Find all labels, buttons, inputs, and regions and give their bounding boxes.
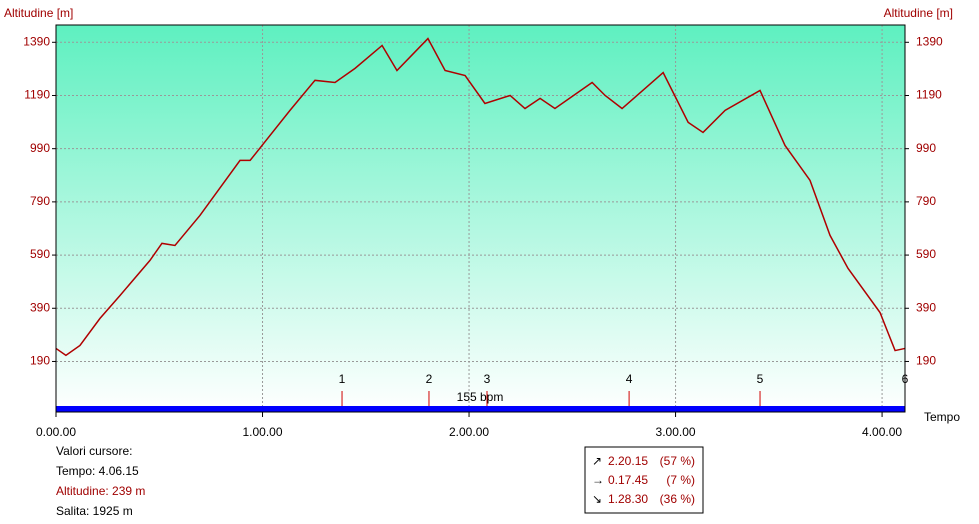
summary-time: 0.17.45 xyxy=(608,473,648,487)
summary-icon: ↗ xyxy=(592,454,602,468)
summary-icon: ↘ xyxy=(592,492,602,506)
x-tick-label: 0.00.00 xyxy=(36,425,76,439)
plot-border xyxy=(55,24,906,413)
cursor-title: Valori cursore: xyxy=(56,444,132,458)
x-tick-label: 2.00.00 xyxy=(449,425,489,439)
y-tick-label: 190 xyxy=(30,354,50,368)
y-tick-label: 1390 xyxy=(23,34,50,48)
y2-tick-label: 1190 xyxy=(916,88,942,102)
cursor-line: Salita: 1925 m xyxy=(56,504,133,518)
summary-time: 2.20.15 xyxy=(608,454,648,468)
summary-box xyxy=(584,446,704,514)
plot-area xyxy=(56,25,905,412)
y2-axis-title: Altitudine [m] xyxy=(884,6,953,20)
summary-pct: (57 %) xyxy=(660,454,695,468)
hr-bar xyxy=(56,406,905,412)
y-tick-label: 590 xyxy=(30,247,50,261)
cursor-line: Altitudine: 239 m xyxy=(56,484,145,498)
y2-tick-label: 590 xyxy=(916,247,936,261)
y-tick-label: 990 xyxy=(30,141,50,155)
y-tick-label: 1190 xyxy=(24,88,50,102)
y2-tick-label: 1390 xyxy=(916,34,943,48)
x-axis-title: Tempo xyxy=(924,410,960,424)
y2-tick-label: 990 xyxy=(916,141,936,155)
lap-label: 4 xyxy=(626,372,633,386)
x-tick-label: 3.00.00 xyxy=(656,425,696,439)
hr-label: 155 bpm xyxy=(457,390,504,404)
altitude-line xyxy=(55,37,906,357)
summary-time: 1.28.30 xyxy=(608,492,648,506)
y-tick-label: 390 xyxy=(30,300,50,314)
x-tick-label: 4.00.00 xyxy=(862,425,902,439)
lap-label: 5 xyxy=(757,372,764,386)
x-tick-label: 1.00.00 xyxy=(242,425,282,439)
summary-icon: → xyxy=(592,473,604,487)
y-axis-title: Altitudine [m] xyxy=(4,6,73,20)
lap-label: 2 xyxy=(426,372,433,386)
y2-tick-label: 190 xyxy=(916,354,936,368)
summary-pct: (7 %) xyxy=(666,473,695,487)
lap-label: 3 xyxy=(484,372,491,386)
y2-tick-label: 790 xyxy=(916,194,936,208)
y2-tick-label: 390 xyxy=(916,300,936,314)
summary-pct: (36 %) xyxy=(660,492,695,506)
cursor-line: Tempo: 4.06.15 xyxy=(56,464,139,478)
lap-label: 1 xyxy=(339,372,346,386)
y-tick-label: 790 xyxy=(30,194,50,208)
